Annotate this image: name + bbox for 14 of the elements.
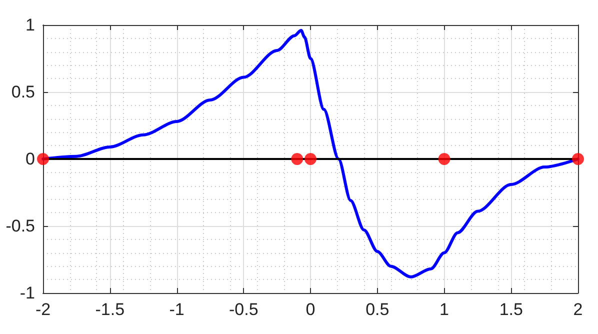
y-tick-label: 0 — [26, 150, 35, 168]
x-tick-label: 0.5 — [366, 300, 390, 319]
x-tick-label: -1 — [169, 300, 184, 319]
y-tick-label: 1 — [26, 16, 35, 34]
x-tick-label: 1.5 — [499, 300, 523, 319]
y-tick-label: -1 — [20, 284, 35, 302]
x-tick-label: 0 — [306, 300, 316, 319]
y-tick-label: 0.5 — [11, 82, 35, 102]
y-tick-label: -0.5 — [6, 216, 35, 236]
x-tick-label: -2 — [35, 300, 51, 319]
x-tick-label: -0.5 — [228, 300, 258, 319]
x-tick-label: 1 — [440, 300, 449, 319]
x-tick-label: 2 — [573, 300, 583, 319]
x-tick-label: -1.5 — [95, 300, 125, 319]
